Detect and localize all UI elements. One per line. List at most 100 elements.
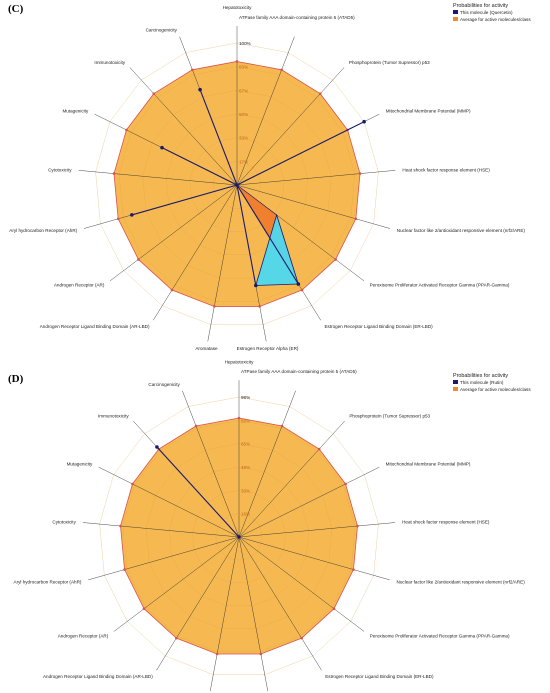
axis-spoke (238, 536, 322, 671)
axis-label: Androgen Receptor (AR) (58, 633, 109, 638)
axis-label: Mitochondrial Membrane Potential (MMP) (386, 109, 471, 114)
average-point (358, 172, 362, 175)
axis-label: Phosphoprotein (Tumor Supressor) p53 (349, 414, 430, 419)
axis-label: Nuclear factor like 2/antioxidant respon… (397, 579, 526, 584)
axis-label: Androgen Receptor Ligand Binding Domain … (40, 324, 150, 329)
average-point (300, 636, 303, 640)
panel-letter: (C) (8, 3, 24, 15)
axis-label: Heat shock factor response element (HSE) (402, 167, 490, 172)
molecule-point (130, 213, 134, 217)
axis-spoke (129, 67, 238, 186)
axis-spoke (182, 390, 240, 538)
molecule-point (160, 145, 164, 150)
grid-ring (192, 490, 286, 584)
axis-label: Peroxisome Proliferator Activated Recept… (370, 283, 510, 288)
average-point (212, 305, 216, 308)
molecule-point (362, 119, 366, 124)
average-point (354, 217, 358, 221)
legend-swatch (453, 10, 458, 14)
molecule-point (253, 283, 258, 288)
axis-spoke (238, 466, 380, 538)
molecule-spoke (161, 147, 238, 186)
average-point (280, 68, 283, 72)
tick-label: 83% (239, 65, 248, 70)
axis-spoke (156, 536, 240, 671)
grid-ring (142, 90, 332, 279)
axis-label: Carcinogenicity (148, 382, 180, 387)
molecule-spoke (236, 184, 257, 286)
tick-label: 49% (241, 465, 250, 470)
axis-spoke (238, 390, 296, 538)
grid-ring (215, 513, 263, 561)
axis-spoke (82, 522, 240, 538)
legend-entry: This molecule (Rutin) (460, 380, 504, 385)
axis-label: Androgen Receptor (AR) (54, 283, 105, 288)
average-point (356, 524, 359, 528)
average-point (123, 568, 126, 571)
tick-label: 100% (239, 41, 251, 46)
tick-label: 67% (239, 88, 248, 93)
axis-spoke (113, 536, 240, 632)
axis-spoke (209, 536, 240, 692)
molecule-spoke (236, 184, 299, 285)
molecule-spoke (199, 89, 238, 186)
axis-label: ATPase family AAA domain-containing prot… (239, 15, 355, 20)
average-point (235, 60, 239, 63)
axis-spoke (109, 184, 238, 282)
axis-spoke (207, 184, 238, 342)
axis-label: Heat shock factor response element (HSE) (402, 519, 490, 524)
grid-ring (145, 443, 333, 629)
average-point (258, 305, 262, 308)
grid-ring (118, 66, 356, 302)
axis-label: Androgen Receptor Ligand Binding Domain … (43, 674, 153, 679)
average-point (191, 68, 194, 72)
axis-label: Estrogen Receptor Ligand Binding Domain … (325, 674, 434, 679)
tick-label: 50% (239, 112, 248, 117)
average-point (170, 288, 174, 292)
axis-spoke (238, 536, 269, 692)
axis-label: Aromatase (195, 346, 218, 351)
grid-ring (213, 161, 261, 209)
axis-spoke (78, 170, 238, 186)
axis-spoke (88, 536, 240, 581)
tick-label: 33% (241, 488, 250, 493)
average-point (317, 447, 321, 451)
axis-spoke (238, 536, 365, 632)
axis-spoke (98, 466, 240, 538)
molecule-point (198, 87, 202, 92)
average-point (259, 652, 263, 656)
axis-spoke (236, 184, 391, 229)
grid-ring (122, 420, 356, 652)
axis-label: Phosphoprotein (Tumor Supressor) p53 (349, 60, 430, 65)
molecule-center (237, 535, 241, 539)
average-point (194, 424, 198, 428)
average-point (334, 258, 337, 261)
axis-label: Hepatotoxicity (225, 359, 255, 364)
molecule-point (296, 282, 301, 286)
axis-spoke (238, 536, 390, 581)
axis-spoke (236, 67, 345, 186)
tick-label: 98% (241, 395, 250, 400)
average-point (175, 636, 178, 640)
molecule-point (155, 445, 159, 449)
axis-label: Peroxisome Proliferator Activated Recept… (370, 633, 510, 638)
panel-letter: (D) (8, 373, 24, 385)
legend-swatch (453, 380, 458, 384)
axis-label: Immunotoxicity (98, 414, 129, 419)
average-point (142, 607, 146, 611)
axis-label: Hepatotoxicity (223, 5, 253, 10)
axis-label: Aryl hydrocarbon Receptor (AhR) (14, 579, 82, 584)
average-point (344, 482, 347, 486)
axis-spoke (238, 522, 396, 538)
average-point (237, 416, 241, 420)
axis-spoke (236, 36, 295, 186)
grid-ring (99, 396, 379, 675)
legend-title: Probabilities for activity (453, 3, 508, 9)
average-point (131, 482, 134, 486)
radar-panel-d: (D) 98% 82% 65% 49% 33% 16% Hepatotoxicity ATPas… (8, 359, 531, 692)
tick-label: 17% (239, 159, 248, 164)
axis-label: ATPase family AAA domain-containing prot… (241, 369, 357, 374)
axis-label: Cytotoxicity (48, 167, 72, 172)
